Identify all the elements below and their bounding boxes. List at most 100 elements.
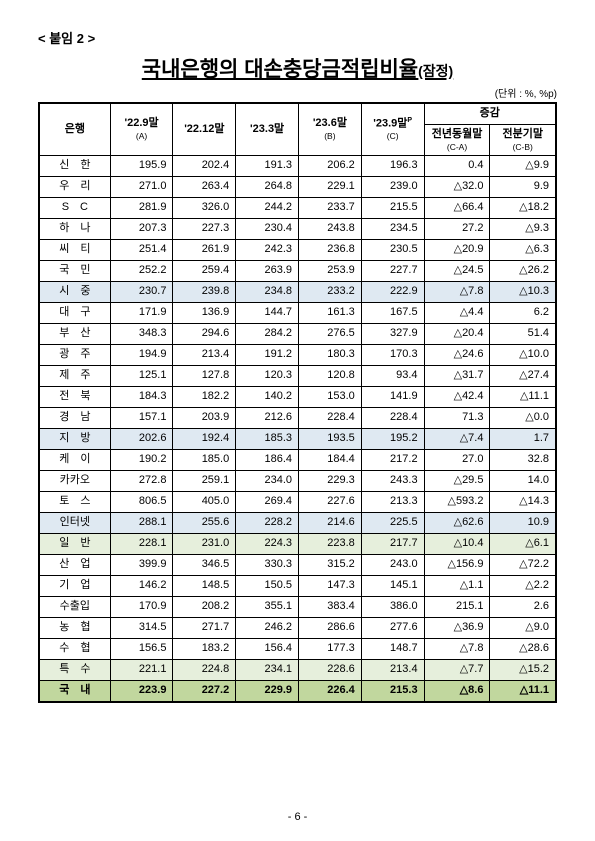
value-cell: 227.7 bbox=[361, 261, 424, 282]
bank-cell: 대 구 bbox=[39, 303, 110, 324]
value-cell: 10.9 bbox=[490, 513, 556, 534]
table-row: 경 남157.1203.9212.6228.4228.471.3△0.0 bbox=[39, 408, 556, 429]
value-cell: 214.6 bbox=[299, 513, 362, 534]
value-cell: 236.8 bbox=[299, 240, 362, 261]
value-cell: 288.1 bbox=[110, 513, 173, 534]
value-cell: 224.3 bbox=[236, 534, 299, 555]
value-cell: 327.9 bbox=[361, 324, 424, 345]
value-cell: 207.3 bbox=[110, 219, 173, 240]
value-cell: 227.2 bbox=[173, 681, 236, 702]
value-cell: 276.5 bbox=[299, 324, 362, 345]
table-row: 하 나207.3227.3230.4243.8234.527.2△9.3 bbox=[39, 219, 556, 240]
col-diff: 증감 bbox=[424, 103, 556, 124]
value-cell: 196.3 bbox=[361, 156, 424, 177]
value-cell: 215.5 bbox=[361, 198, 424, 219]
col-c4: '23.6말(B) bbox=[299, 103, 362, 156]
value-cell: 244.2 bbox=[236, 198, 299, 219]
table-row: 대 구171.9136.9144.7161.3167.5△4.46.2 bbox=[39, 303, 556, 324]
bank-cell: 광 주 bbox=[39, 345, 110, 366]
value-cell: 145.1 bbox=[361, 576, 424, 597]
value-cell: 239.8 bbox=[173, 282, 236, 303]
value-cell: △32.0 bbox=[424, 177, 490, 198]
table-row: 케 이190.2185.0186.4184.4217.227.032.8 bbox=[39, 450, 556, 471]
table-row: 일 반228.1231.0224.3223.8217.7△10.4△6.1 bbox=[39, 534, 556, 555]
value-cell: 146.2 bbox=[110, 576, 173, 597]
value-cell: 224.8 bbox=[173, 660, 236, 681]
value-cell: △62.6 bbox=[424, 513, 490, 534]
value-cell: 264.8 bbox=[236, 177, 299, 198]
value-cell: 191.3 bbox=[236, 156, 299, 177]
value-cell: 277.6 bbox=[361, 618, 424, 639]
table-row: 농 협314.5271.7246.2286.6277.6△36.9△9.0 bbox=[39, 618, 556, 639]
value-cell: 251.4 bbox=[110, 240, 173, 261]
value-cell: 183.2 bbox=[173, 639, 236, 660]
table-row: 카카오272.8259.1234.0229.3243.3△29.514.0 bbox=[39, 471, 556, 492]
value-cell: 148.7 bbox=[361, 639, 424, 660]
bank-cell: 일 반 bbox=[39, 534, 110, 555]
table-row: 수 협156.5183.2156.4177.3148.7△7.8△28.6 bbox=[39, 639, 556, 660]
title-suffix: (잠정) bbox=[418, 63, 453, 79]
value-cell: 284.2 bbox=[236, 324, 299, 345]
value-cell: △11.1 bbox=[490, 681, 556, 702]
value-cell: △11.1 bbox=[490, 387, 556, 408]
value-cell: △8.6 bbox=[424, 681, 490, 702]
value-cell: △7.8 bbox=[424, 639, 490, 660]
value-cell: 229.9 bbox=[236, 681, 299, 702]
value-cell: 93.4 bbox=[361, 366, 424, 387]
value-cell: 182.2 bbox=[173, 387, 236, 408]
value-cell: △72.2 bbox=[490, 555, 556, 576]
value-cell: 259.1 bbox=[173, 471, 236, 492]
table-row: 토 스806.5405.0269.4227.6213.3△593.2△14.3 bbox=[39, 492, 556, 513]
value-cell: 234.0 bbox=[236, 471, 299, 492]
value-cell: 386.0 bbox=[361, 597, 424, 618]
value-cell: △27.4 bbox=[490, 366, 556, 387]
value-cell: 243.8 bbox=[299, 219, 362, 240]
value-cell: 136.9 bbox=[173, 303, 236, 324]
value-cell: 272.8 bbox=[110, 471, 173, 492]
value-cell: △0.0 bbox=[490, 408, 556, 429]
bank-cell: 토 스 bbox=[39, 492, 110, 513]
value-cell: 215.3 bbox=[361, 681, 424, 702]
value-cell: 213.4 bbox=[173, 345, 236, 366]
value-cell: 223.9 bbox=[110, 681, 173, 702]
value-cell: 9.9 bbox=[490, 177, 556, 198]
bank-cell: 농 협 bbox=[39, 618, 110, 639]
bank-cell: 기 업 bbox=[39, 576, 110, 597]
value-cell: 806.5 bbox=[110, 492, 173, 513]
value-cell: 405.0 bbox=[173, 492, 236, 513]
value-cell: 243.0 bbox=[361, 555, 424, 576]
value-cell: 228.4 bbox=[299, 408, 362, 429]
table-row: 광 주194.9213.4191.2180.3170.3△24.6△10.0 bbox=[39, 345, 556, 366]
unit-label: (단위 : %, %p) bbox=[38, 85, 557, 100]
value-cell: 156.5 bbox=[110, 639, 173, 660]
value-cell: 71.3 bbox=[424, 408, 490, 429]
col-c5: '23.9말P(C) bbox=[361, 103, 424, 156]
value-cell: 157.1 bbox=[110, 408, 173, 429]
value-cell: 186.4 bbox=[236, 450, 299, 471]
value-cell: 271.0 bbox=[110, 177, 173, 198]
value-cell: 217.7 bbox=[361, 534, 424, 555]
value-cell: 120.8 bbox=[299, 366, 362, 387]
table-row: 신 한195.9202.4191.3206.2196.30.4△9.9 bbox=[39, 156, 556, 177]
value-cell: 150.5 bbox=[236, 576, 299, 597]
table-row: 국 내223.9227.2229.9226.4215.3△8.6△11.1 bbox=[39, 681, 556, 702]
value-cell: 261.9 bbox=[173, 240, 236, 261]
value-cell: 227.6 bbox=[299, 492, 362, 513]
value-cell: 348.3 bbox=[110, 324, 173, 345]
value-cell: 233.2 bbox=[299, 282, 362, 303]
value-cell: 27.0 bbox=[424, 450, 490, 471]
value-cell: 234.5 bbox=[361, 219, 424, 240]
value-cell: 242.3 bbox=[236, 240, 299, 261]
bank-cell: 카카오 bbox=[39, 471, 110, 492]
value-cell: △7.7 bbox=[424, 660, 490, 681]
value-cell: 263.4 bbox=[173, 177, 236, 198]
value-cell: 239.0 bbox=[361, 177, 424, 198]
value-cell: 14.0 bbox=[490, 471, 556, 492]
value-cell: 221.1 bbox=[110, 660, 173, 681]
value-cell: 246.2 bbox=[236, 618, 299, 639]
value-cell: △7.8 bbox=[424, 282, 490, 303]
value-cell: △36.9 bbox=[424, 618, 490, 639]
table-row: 전 북184.3182.2140.2153.0141.9△42.4△11.1 bbox=[39, 387, 556, 408]
value-cell: 213.3 bbox=[361, 492, 424, 513]
bank-cell: 전 북 bbox=[39, 387, 110, 408]
